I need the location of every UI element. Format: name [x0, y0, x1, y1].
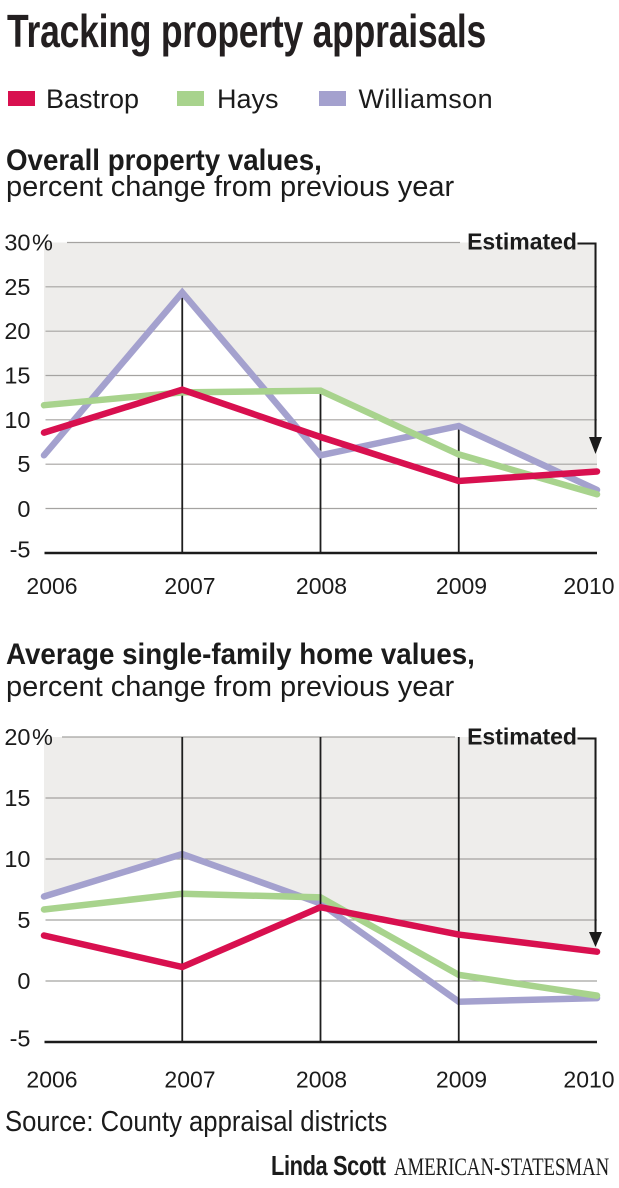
svg-text:5: 5	[17, 451, 30, 477]
svg-text:25: 25	[4, 274, 30, 300]
svg-text:0: 0	[17, 968, 30, 994]
svg-text:2006: 2006	[26, 573, 77, 599]
svg-text:20: 20	[4, 724, 30, 750]
svg-text:2010: 2010	[563, 573, 614, 599]
svg-text:15: 15	[4, 363, 30, 389]
svg-text:2007: 2007	[164, 573, 215, 599]
svg-text:0: 0	[17, 496, 30, 522]
svg-text:-5: -5	[10, 537, 31, 563]
svg-text:10: 10	[4, 407, 30, 433]
svg-text:2009: 2009	[436, 1067, 487, 1093]
svg-text:Estimated: Estimated	[467, 229, 577, 255]
svg-text:-5: -5	[10, 1026, 31, 1052]
svg-text:2008: 2008	[296, 573, 347, 599]
svg-text:30: 30	[4, 230, 30, 256]
svg-text:2006: 2006	[26, 1067, 77, 1093]
svg-text:2008: 2008	[296, 1067, 347, 1093]
svg-text:2007: 2007	[164, 1067, 215, 1093]
svg-text:5: 5	[17, 907, 30, 933]
svg-text:Estimated: Estimated	[467, 724, 577, 750]
svg-text:2009: 2009	[436, 573, 487, 599]
svg-text:%: %	[32, 724, 53, 750]
svg-text:10: 10	[4, 846, 30, 872]
svg-text:%: %	[32, 230, 53, 256]
svg-text:20: 20	[4, 318, 30, 344]
svg-text:2010: 2010	[563, 1067, 614, 1093]
svg-text:15: 15	[4, 785, 30, 811]
